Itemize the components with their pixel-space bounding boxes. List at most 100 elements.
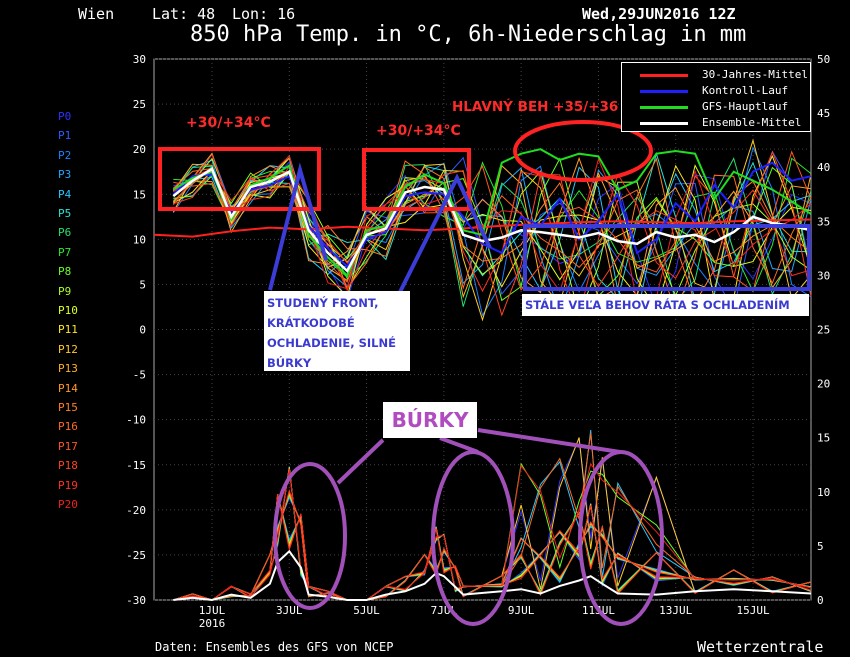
x-tick-label: 3JUL [276,604,303,617]
cold-front-label: STUDENÝ FRONT, KRÁTKODOBÉ OCHLADENIE, SI… [264,291,410,371]
ensemble-member-temp-line [172,157,812,305]
x-tick-sublabel: 2016 [199,617,226,630]
y-right-tick-label: 45 [817,107,830,120]
member-label: P11 [58,323,78,337]
member-label: P13 [58,362,78,376]
ensemble-member-precip-line [173,493,812,601]
y-right-tick-label: 10 [817,486,830,499]
x-tick-label: 9JUL [508,604,535,617]
y-right-tick-label: 40 [817,161,830,174]
y-left-tick-label: 20 [133,143,146,156]
member-label: P5 [58,207,72,220]
heat-box-1 [158,147,321,211]
run-time: Wed,29JUN2016 12Z [582,5,736,23]
legend-entry: GFS-Hauptlauf [628,100,808,114]
storm-ellipse-1 [273,462,347,610]
main-run-line [172,148,812,278]
member-label: P10 [58,304,78,317]
legend-entry: 30-Jahres-Mittel [628,68,808,82]
y-right-tick-label: 35 [817,215,830,228]
y-left-tick-label: 30 [133,53,146,66]
x-tick-label: 15JUL [736,604,769,617]
member-label: P6 [58,226,72,240]
member-label: P20 [58,498,78,511]
y-left-tick-label: 0 [139,324,146,337]
member-label: P19 [58,478,78,492]
legend-swatch [640,74,688,77]
legend-entry: Kontroll-Lauf [628,84,808,98]
y-left-tick-label: -20 [126,504,146,517]
member-label: P2 [58,148,72,162]
member-label: P15 [58,401,78,414]
data-source: Daten: Ensembles des GFS von NCEP [155,640,394,654]
member-label: P12 [58,342,78,356]
legend-label: 30-Jahres-Mittel [702,68,808,81]
x-tick-label: 1JUL [199,604,226,617]
y-right-tick-label: 15 [817,432,830,445]
ensemble-member-temp-line [173,165,812,316]
legend-swatch [640,122,688,125]
heat-label-1: +30/+34°C [186,115,271,131]
legend-swatch [640,106,688,109]
legend-label: Ensemble-Mittel [702,116,802,129]
y-left-tick-label: -25 [126,549,146,562]
longitude-label: Lon: 16 [232,5,296,23]
y-right-tick-label: 20 [817,378,830,391]
latitude-label: Lat: 48 [152,5,216,23]
legend-label: Kontroll-Lauf [702,84,789,97]
cold-front-arrow-1 [268,162,328,291]
member-label: P18 [58,459,78,473]
x-tick-label: 13JUL [659,604,692,617]
member-label: P4 [58,187,72,201]
ensemble-member-temp-line [172,160,812,316]
main-run-ellipse [513,120,653,182]
member-label: P17 [58,439,78,453]
storm-ellipse-3 [578,450,664,626]
heat-box-2 [362,148,471,211]
legend-swatch [640,90,688,93]
member-label: P0 [58,110,72,123]
cold-front-line-1: STUDENÝ FRONT, [267,296,379,310]
climatology-line [153,218,812,238]
ensemble-member-temp-line [172,155,812,303]
storm-pointer-1 [336,438,385,485]
ensemble-member-temp-line [173,156,812,307]
member-label: P7 [58,245,72,259]
member-label: P8 [58,265,72,279]
y-right-tick-label: 25 [817,324,830,337]
storm-pointer-2 [439,436,479,454]
ensemble-member-precip-line [173,462,812,601]
heat-label-2: +30/+34°C [376,123,461,139]
y-right-tick-label: 50 [817,53,830,66]
cooling-label: STÁLE VEĽA BEHOV RÁTA S OCHLADENÍM [522,294,809,316]
ensemble-member-temp-line [173,157,812,312]
main-run-label: HLAVNÝ BEH +35/+36 [452,99,619,115]
member-label: P16 [58,420,78,434]
y-left-tick-label: 10 [133,233,146,246]
y-left-tick-label: -5 [133,369,146,382]
legend-entry: Ensemble-Mittel [628,116,808,130]
y-left-tick-label: -10 [126,414,146,427]
brand-label: Wetterzentrale [697,638,824,656]
station-name: Wien [78,5,115,23]
y-right-tick-label: 5 [817,540,824,553]
member-label: P9 [58,284,72,298]
member-label: P14 [58,381,78,395]
member-label: P1 [58,129,72,143]
cooling-box [523,224,811,291]
y-left-tick-label: 5 [139,278,146,291]
cold-front-arrow-2 [398,173,492,293]
legend: 30-Jahres-Mittel Kontroll-Lauf GFS-Hauptla… [621,62,811,132]
control-run-line [172,161,812,268]
y-left-tick-label: -15 [126,459,146,472]
y-left-tick-label: 15 [133,188,146,201]
legend-label: GFS-Hauptlauf [702,100,789,113]
storms-label: BÚRKY [383,402,477,438]
y-left-tick-label: 25 [133,98,146,111]
chart-title: 850 hPa Temp. in °C, 6h-Niederschlag in … [190,22,747,47]
storm-pointer-3 [477,428,621,454]
cold-front-line-4: BÚRKY [267,356,312,370]
y-right-tick-label: 30 [817,269,830,282]
cold-front-line-3: OCHLADENIE, SILNÉ [267,336,396,350]
